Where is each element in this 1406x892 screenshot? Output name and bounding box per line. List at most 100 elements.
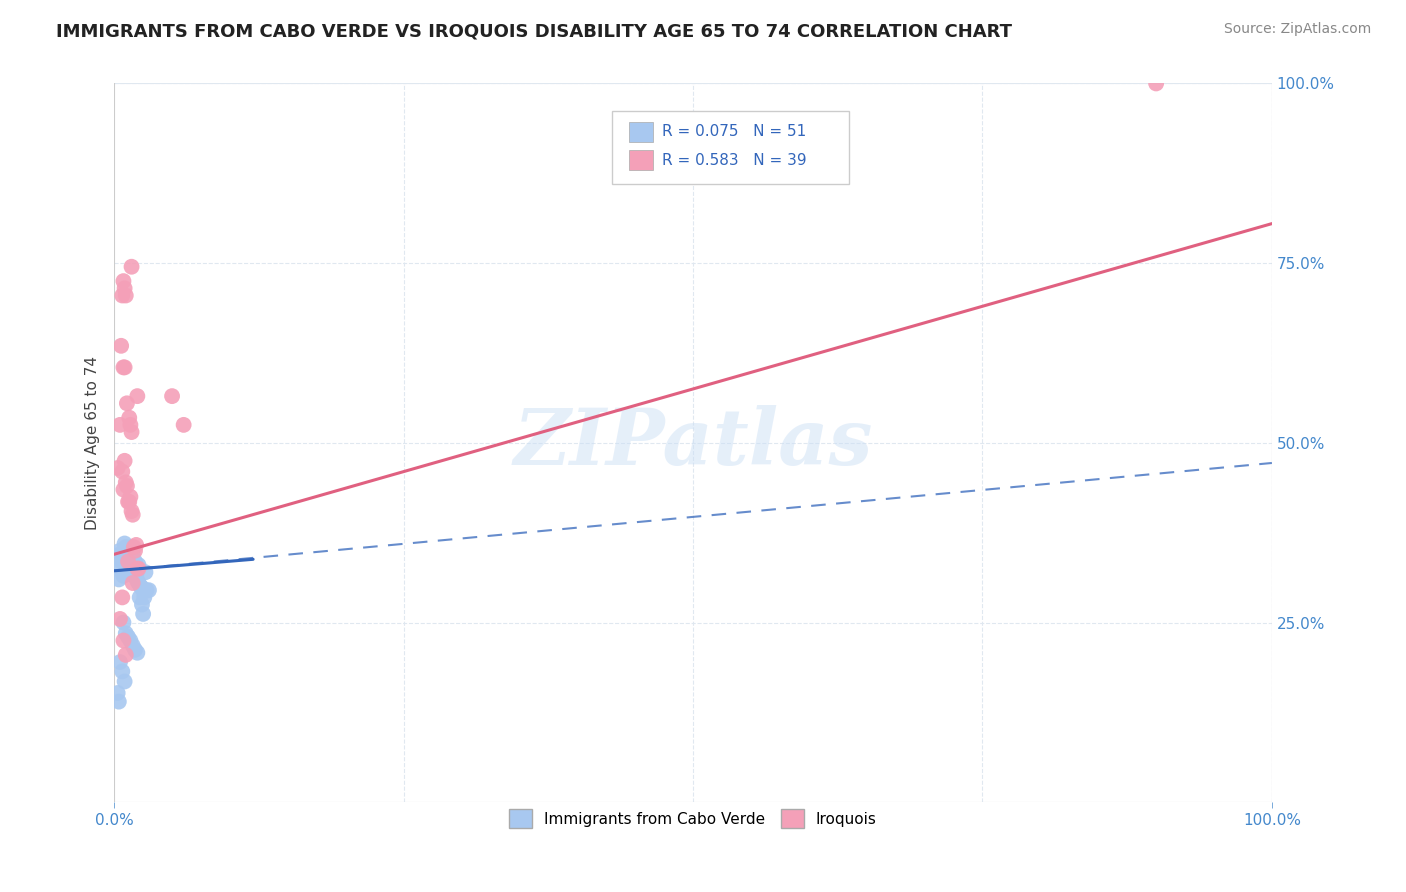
Point [121, 260, 143, 274]
Point [111, 288, 134, 302]
Point [114, 648, 136, 662]
Point [112, 360, 135, 375]
Text: R = 0.583   N = 39: R = 0.583 N = 39 [662, 153, 807, 168]
Point [134, 566, 156, 580]
Point [117, 550, 139, 565]
Point [108, 547, 131, 561]
Point [135, 583, 157, 598]
Point [114, 626, 136, 640]
Point [120, 566, 142, 580]
Point [127, 561, 149, 575]
Point [111, 465, 134, 479]
Point [1144, 77, 1167, 91]
Point [110, 554, 132, 568]
Point [122, 540, 145, 554]
Point [118, 495, 141, 509]
Point [111, 591, 134, 605]
Point [121, 547, 143, 561]
Legend: Immigrants from Cabo Verde, Iroquois: Immigrants from Cabo Verde, Iroquois [503, 804, 883, 834]
Point [127, 646, 149, 660]
Point [173, 417, 195, 432]
Point [112, 615, 135, 630]
Point [121, 425, 143, 439]
Point [112, 274, 135, 288]
Point [111, 547, 134, 561]
Point [111, 550, 134, 565]
Point [117, 495, 139, 509]
Point [115, 396, 138, 410]
Point [108, 573, 131, 587]
Point [115, 543, 138, 558]
Point [127, 574, 149, 588]
Point [122, 561, 145, 575]
Point [122, 569, 145, 583]
Point [121, 508, 143, 522]
FancyBboxPatch shape [630, 121, 652, 142]
Point [114, 554, 136, 568]
Point [110, 339, 132, 353]
Point [132, 583, 155, 598]
Point [121, 540, 143, 554]
FancyBboxPatch shape [612, 111, 849, 184]
Point [120, 490, 142, 504]
Point [124, 643, 146, 657]
Point [108, 612, 131, 626]
Text: IMMIGRANTS FROM CABO VERDE VS IROQUOIS DISABILITY AGE 65 TO 74 CORRELATION CHART: IMMIGRANTS FROM CABO VERDE VS IROQUOIS D… [56, 22, 1012, 40]
Point [114, 674, 136, 689]
Point [120, 417, 142, 432]
Point [128, 558, 150, 572]
Point [117, 630, 139, 644]
Point [124, 554, 146, 568]
Point [114, 281, 136, 295]
Point [114, 288, 136, 302]
Point [127, 389, 149, 403]
Point [125, 561, 148, 575]
Point [132, 607, 155, 621]
Point [160, 389, 183, 403]
Y-axis label: Disability Age 65 to 74: Disability Age 65 to 74 [86, 356, 100, 530]
Point [107, 461, 129, 475]
Text: ZIPatlas: ZIPatlas [513, 405, 873, 481]
Point [114, 540, 136, 554]
Point [112, 633, 135, 648]
Point [121, 639, 143, 653]
Point [111, 665, 134, 679]
Point [115, 479, 138, 493]
Point [118, 410, 141, 425]
Point [108, 543, 131, 558]
Point [108, 655, 131, 669]
Point [134, 591, 156, 605]
Point [107, 686, 129, 700]
Point [125, 538, 148, 552]
Point [124, 543, 146, 558]
Point [121, 504, 143, 518]
Point [115, 566, 138, 580]
Point [114, 360, 136, 375]
Point [118, 558, 141, 572]
Point [107, 561, 129, 575]
Point [120, 633, 142, 648]
FancyBboxPatch shape [630, 150, 652, 170]
Point [112, 483, 135, 497]
Point [128, 591, 150, 605]
Point [138, 583, 160, 598]
Point [129, 580, 152, 594]
Point [114, 536, 136, 550]
Point [128, 576, 150, 591]
Point [121, 554, 143, 568]
Point [108, 417, 131, 432]
Point [129, 580, 152, 594]
Point [118, 550, 141, 565]
Point [128, 561, 150, 575]
Point [114, 475, 136, 490]
Point [125, 569, 148, 583]
Point [114, 558, 136, 572]
Point [131, 598, 153, 612]
Text: R = 0.075   N = 51: R = 0.075 N = 51 [662, 124, 806, 139]
Text: Source: ZipAtlas.com: Source: ZipAtlas.com [1223, 22, 1371, 37]
Point [108, 695, 131, 709]
Point [117, 554, 139, 568]
Point [121, 576, 143, 591]
Point [114, 454, 136, 468]
Point [112, 569, 135, 583]
